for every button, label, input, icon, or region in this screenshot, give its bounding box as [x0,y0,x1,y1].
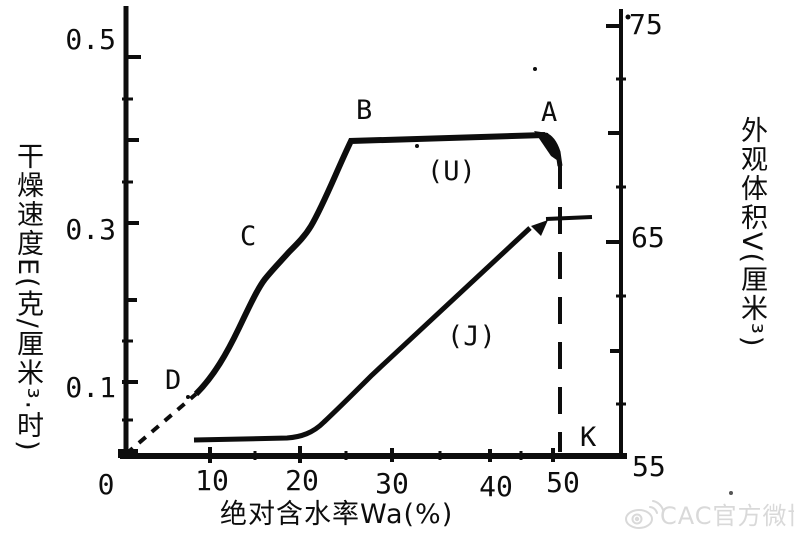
x-tick-label-10: 10 [195,464,229,497]
weibo-logo-icon [625,500,664,529]
right-tick-label-65: 65 [631,221,665,254]
curve-j-path [193,226,532,443]
right-tick-label-55: 55 [632,450,666,483]
x-tick-label-30: 30 [375,467,409,500]
point-label-a: A [541,97,558,128]
left-axis-minor-ticks [122,97,133,422]
scan-specks [186,14,733,495]
curve-u-arrowhead [534,131,561,163]
left-tick-label-0-5: 0.5 [65,23,116,56]
right-axis-title: 外观体积V(厘米³) [736,116,767,349]
x-tick-label-50: 50 [546,466,580,499]
right-tick-label-75: 75 [629,8,663,41]
right-axis-major-ticks [606,24,623,353]
origin-corner [118,449,138,458]
curve-u-dashed-start [124,392,198,456]
x-axis-title: 绝对含水率Wa(%) [220,499,454,530]
point-label-c: C [240,221,257,252]
point-label-k: K [580,422,597,453]
x-tick-label-0: 0 [97,468,115,501]
point-label-b: B [356,95,373,126]
left-tick-label-0-3: 0.3 [65,213,116,246]
point-label-d: D [165,365,182,396]
right-axis-minor-ticks [616,77,626,406]
curve-label-j: (J) [447,321,496,352]
curve-j-plateau [545,215,593,221]
x-axis-major-ticks [208,446,555,463]
curve-label-u: (U) [427,156,476,187]
left-axis-title: 干燥速度E(克/厘米³·时) [12,142,43,453]
curve-j-arrowhead [531,220,548,236]
x-axis-minor-ticks [253,451,523,460]
left-tick-label-0-1: 0.1 [65,371,116,404]
left-axis-major-ticks [122,55,141,384]
curve-u-path [193,132,546,397]
x-tick-label-40: 40 [479,470,513,503]
watermark-text: CAC官方微博 [660,502,794,530]
x-tick-label-20: 20 [285,464,319,497]
